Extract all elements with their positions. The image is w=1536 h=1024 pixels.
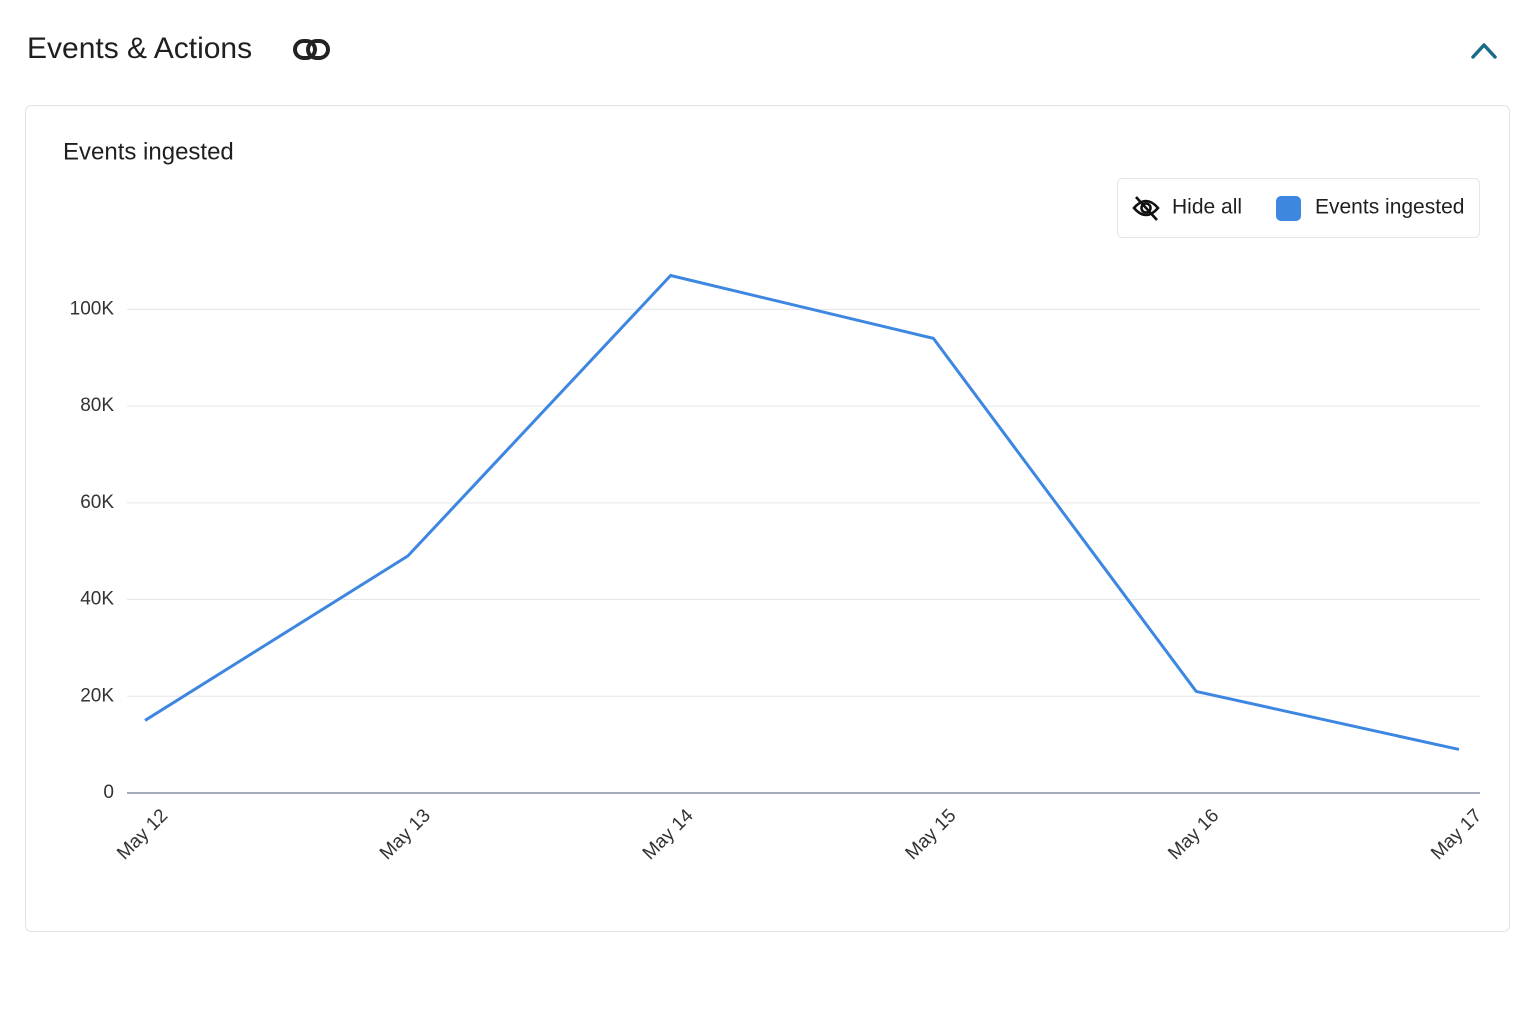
y-tick-label: 40K <box>80 589 114 610</box>
collapse-chevron[interactable] <box>1471 43 1497 59</box>
series-line <box>144 274 1460 751</box>
y-tick-label: 100K <box>70 298 115 319</box>
chart-card <box>25 105 1510 932</box>
y-tick-label: 80K <box>80 395 114 416</box>
legend-swatch <box>1276 196 1301 221</box>
y-tick-label: 60K <box>80 492 114 513</box>
y-tick-label: 0 <box>103 782 114 803</box>
eye-off-icon <box>1132 196 1160 221</box>
hide-all-button[interactable]: Hide all <box>1132 196 1242 221</box>
y-tick-label: 20K <box>80 685 114 706</box>
legend-label: Events ingested <box>1315 196 1464 219</box>
chart-title: Events ingested <box>63 138 234 165</box>
link-icon[interactable] <box>293 39 330 60</box>
hide-all-label: Hide all <box>1172 196 1242 219</box>
section-title: Events & Actions <box>27 32 252 65</box>
legend-item[interactable]: Events ingested <box>1276 196 1464 221</box>
